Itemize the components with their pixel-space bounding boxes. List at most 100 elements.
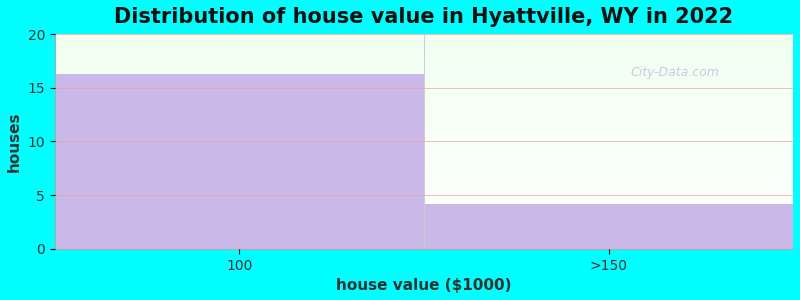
Bar: [55, 144, 793, 145]
Bar: [55, 171, 793, 172]
Bar: [55, 94, 793, 95]
Bar: [55, 154, 793, 155]
Bar: [55, 78, 793, 79]
Bar: [55, 240, 793, 241]
Y-axis label: houses: houses: [7, 111, 22, 172]
Bar: [55, 141, 793, 142]
Bar: [55, 188, 793, 189]
Bar: [55, 175, 793, 176]
Bar: [55, 245, 793, 246]
Bar: [55, 247, 793, 248]
Bar: [55, 219, 793, 220]
Bar: [55, 122, 793, 123]
Bar: [55, 50, 793, 51]
Bar: [55, 57, 793, 58]
Bar: [55, 92, 793, 93]
Bar: [55, 51, 793, 52]
Bar: [55, 237, 793, 238]
Bar: [55, 123, 793, 124]
Bar: [55, 248, 793, 249]
Bar: [55, 117, 793, 118]
Bar: [55, 100, 793, 101]
Bar: [55, 172, 793, 173]
Bar: [55, 63, 793, 64]
Bar: [55, 220, 793, 221]
Bar: [55, 126, 793, 127]
Bar: [55, 134, 793, 135]
Bar: [55, 185, 793, 186]
Bar: [55, 67, 793, 68]
Bar: [55, 66, 793, 67]
Bar: [55, 45, 793, 46]
Bar: [55, 241, 793, 242]
Bar: [55, 83, 793, 84]
Bar: [55, 77, 793, 78]
Bar: [55, 221, 793, 222]
Bar: [55, 35, 793, 36]
Bar: [55, 89, 793, 90]
Bar: [55, 176, 793, 177]
Bar: [55, 162, 793, 163]
Bar: [55, 145, 793, 146]
Bar: [55, 192, 793, 193]
Bar: [55, 41, 793, 42]
Bar: [55, 70, 793, 71]
Bar: [55, 244, 793, 245]
Bar: [55, 97, 793, 98]
Bar: [55, 137, 793, 138]
Bar: [55, 180, 793, 181]
Bar: [55, 228, 793, 229]
Bar: [55, 217, 793, 218]
Bar: [55, 73, 793, 74]
Bar: [55, 75, 793, 76]
Bar: [55, 40, 793, 41]
Bar: [55, 39, 793, 40]
Bar: [55, 74, 793, 75]
Bar: [55, 140, 793, 141]
Bar: [55, 48, 793, 49]
Bar: [55, 135, 793, 136]
Bar: [55, 74, 424, 249]
Bar: [55, 161, 793, 162]
Bar: [55, 159, 793, 160]
Bar: [55, 214, 793, 215]
Bar: [55, 205, 793, 206]
Bar: [55, 236, 793, 237]
X-axis label: house value ($1000): house value ($1000): [336, 278, 512, 293]
Bar: [55, 147, 793, 148]
Bar: [55, 146, 793, 147]
Bar: [55, 106, 793, 107]
Bar: [55, 104, 793, 105]
Bar: [55, 95, 793, 96]
Bar: [55, 182, 793, 183]
Bar: [55, 131, 793, 132]
Bar: [55, 47, 793, 48]
Bar: [55, 164, 793, 165]
Bar: [55, 93, 793, 94]
Bar: [55, 42, 793, 43]
Bar: [55, 34, 793, 35]
Bar: [55, 121, 793, 122]
Bar: [55, 191, 793, 192]
Bar: [55, 215, 793, 216]
Bar: [55, 102, 793, 103]
Bar: [55, 174, 793, 175]
Bar: [55, 179, 793, 180]
Bar: [55, 226, 793, 227]
Bar: [55, 139, 793, 140]
Bar: [55, 163, 793, 164]
Bar: [55, 246, 793, 247]
Bar: [55, 216, 793, 217]
Bar: [55, 229, 793, 230]
Bar: [55, 85, 793, 86]
Bar: [55, 107, 793, 108]
Bar: [55, 243, 793, 244]
Bar: [55, 90, 793, 91]
Bar: [55, 153, 793, 154]
Bar: [55, 56, 793, 57]
Bar: [55, 80, 793, 81]
Bar: [55, 187, 793, 188]
Bar: [55, 238, 793, 239]
Bar: [55, 138, 793, 139]
Bar: [55, 79, 793, 80]
